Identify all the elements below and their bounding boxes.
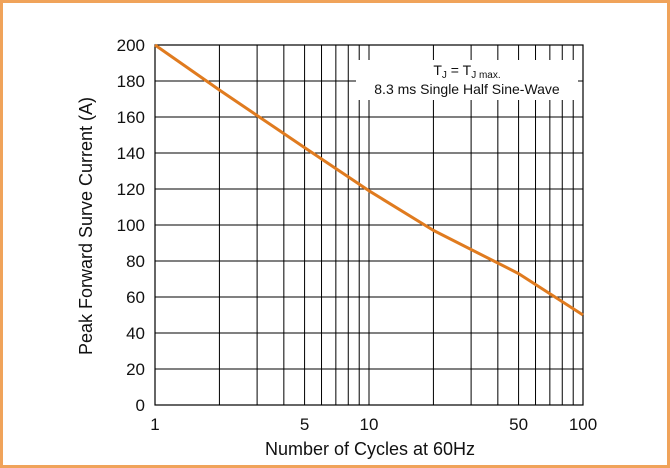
annotation-sub1: J — [442, 70, 447, 81]
annotation-line-2: 8.3 ms Single Half Sine-Wave — [374, 81, 560, 97]
x-tick-labels: 1 5 10 50 100 — [150, 415, 597, 434]
x-tick-label: 5 — [300, 415, 309, 434]
y-tick-label: 20 — [126, 360, 145, 379]
y-tick-label: 60 — [126, 288, 145, 307]
y-tick-label: 140 — [117, 144, 145, 163]
annotation-eq: = T — [447, 62, 472, 78]
y-tick-label: 180 — [117, 72, 145, 91]
y-tick-label: 160 — [117, 108, 145, 127]
annotation-box — [356, 60, 578, 100]
x-tick-label: 50 — [509, 415, 528, 434]
y-tick-label: 0 — [136, 396, 145, 415]
series-layer — [154, 43, 584, 317]
x-tick-label: 10 — [360, 415, 379, 434]
y-tick-label: 200 — [117, 36, 145, 55]
grid-lines — [155, 45, 583, 405]
y-tick-labels: 0 20 40 60 80 100 120 140 160 180 200 — [117, 36, 145, 415]
y-tick-label: 100 — [117, 216, 145, 235]
y-tick-label: 40 — [126, 324, 145, 343]
y-tick-label: 120 — [117, 180, 145, 199]
plot-area — [154, 44, 584, 406]
x-axis-label: Number of Cycles at 60Hz — [265, 439, 475, 459]
x-tick-label: 100 — [569, 415, 597, 434]
annotation-sub2: J max. — [471, 70, 500, 81]
annotation-t1: T — [433, 62, 442, 78]
y-axis-label: Peak Forward Surve Current (A) — [76, 97, 96, 355]
annotation-line-1: TJ = TJ max. — [433, 62, 500, 81]
y-tick-label: 80 — [126, 252, 145, 271]
x-tick-label: 1 — [150, 415, 159, 434]
series-line — [154, 43, 584, 317]
